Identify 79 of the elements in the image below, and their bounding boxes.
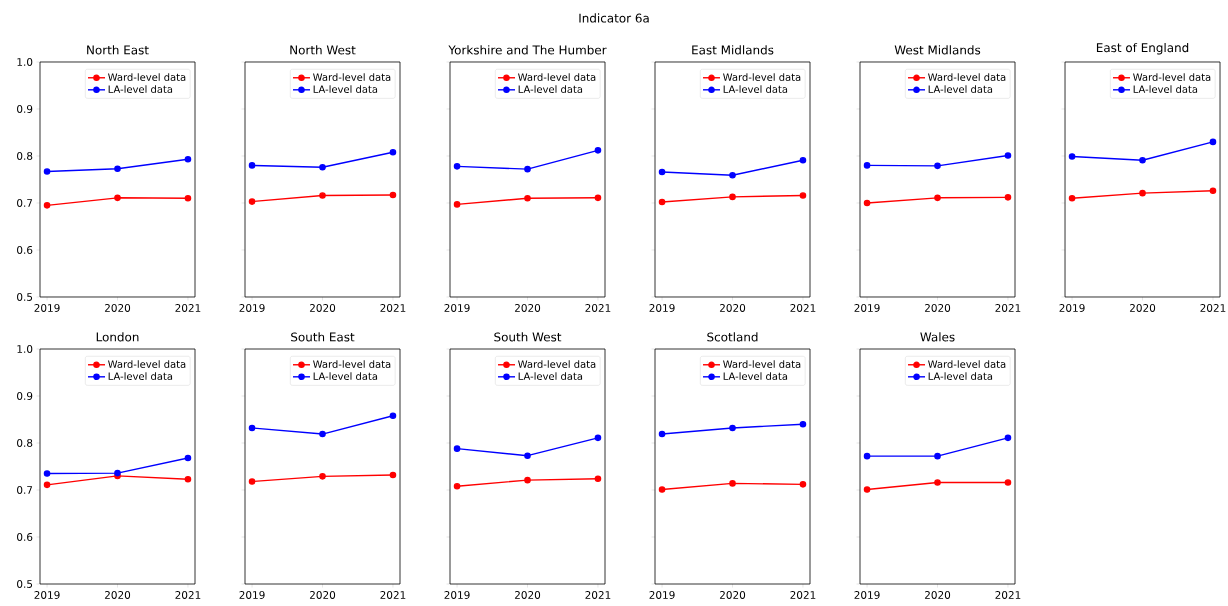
x-tick-label: 2019	[34, 591, 60, 599]
legend-label: LA-level data	[518, 372, 583, 380]
legend-label: LA-level data	[723, 85, 788, 93]
chart-title: North East	[87, 45, 149, 55]
legend-label: Ward-level data	[313, 360, 391, 368]
chart-title: Yorkshire and The Humber	[448, 45, 607, 55]
x-tick-label: 2020	[924, 591, 951, 599]
legend-label: Ward-level data	[518, 73, 596, 81]
chart-title: East Midlands	[692, 45, 774, 55]
x-tick-label: 2020	[719, 304, 746, 312]
x-tick-label: 2019	[239, 304, 265, 312]
x-tick-label: 2020	[1129, 304, 1156, 312]
y-tick-label: 0.7	[17, 199, 33, 207]
x-tick-label: 2021	[995, 304, 1021, 312]
chart-title: East of England	[1096, 42, 1189, 55]
legend-label: LA-level data	[723, 372, 788, 380]
legend-label: LA-level data	[108, 85, 173, 93]
x-tick-label: 2020	[309, 304, 336, 312]
x-tick-label: 2020	[514, 591, 541, 599]
legend-label: LA-level data	[313, 85, 378, 93]
x-tick-label: 2019	[854, 304, 880, 312]
x-tick-label: 2019	[444, 591, 470, 599]
text: Indicator 6a	[579, 13, 649, 23]
x-tick-label: 2021	[790, 591, 816, 599]
legend-label: LA-level data	[928, 85, 993, 93]
y-tick-label: 0.9	[17, 392, 33, 400]
legend-label: Ward-level data	[723, 73, 801, 81]
chart-title: South East	[291, 332, 355, 342]
x-tick-label: 2019	[649, 591, 675, 599]
y-tick-label: 1.0	[17, 345, 33, 353]
y-tick-label: 1.0	[17, 58, 33, 66]
y-tick-label: 0.5	[17, 580, 33, 588]
legend-label: Ward-level data	[108, 73, 186, 81]
y-tick-label: 0.9	[17, 105, 33, 113]
x-tick-label: 2020	[719, 591, 746, 599]
y-tick-label: 0.8	[17, 439, 33, 447]
chart-title: West Midlands	[894, 45, 981, 55]
x-tick-label: 2019	[239, 591, 265, 599]
x-tick-label: 2019	[34, 304, 60, 312]
legend-label: Ward-level data	[723, 360, 801, 368]
x-tick-label: 2019	[854, 591, 880, 599]
legend-label: LA-level data	[313, 372, 378, 380]
x-tick-label: 2021	[380, 591, 406, 599]
x-tick-label: 2020	[309, 591, 336, 599]
x-tick-label: 2020	[104, 591, 131, 599]
x-tick-label: 2021	[585, 591, 611, 599]
chart-title: London	[96, 332, 139, 342]
x-tick-label: 2021	[380, 304, 406, 312]
legend-label: Ward-level data	[518, 360, 596, 368]
y-tick-label: 0.8	[17, 152, 33, 160]
chart-title: South West	[494, 332, 562, 342]
y-tick-label: 0.5	[17, 293, 33, 301]
x-tick-label: 2020	[514, 304, 541, 312]
x-tick-label: 2019	[1059, 304, 1085, 312]
x-tick-label: 2019	[649, 304, 675, 312]
y-tick-label: 0.7	[17, 486, 33, 494]
x-tick-label: 2020	[924, 304, 951, 312]
legend-label: LA-level data	[108, 372, 173, 380]
legend-label: Ward-level data	[928, 73, 1006, 81]
y-tick-label: 0.6	[17, 533, 33, 541]
y-tick-label: 0.6	[17, 246, 33, 254]
legend-label: Ward-level data	[108, 360, 186, 368]
legend-label: LA-level data	[928, 372, 993, 380]
x-tick-label: 2021	[175, 591, 201, 599]
chart-title: Wales	[920, 332, 955, 342]
legend-label: LA-level data	[518, 85, 583, 93]
legend-label: Ward-level data	[313, 73, 391, 81]
chart-title: Scotland	[707, 332, 758, 342]
legend-label: Ward-level data	[928, 360, 1006, 368]
x-tick-label: 2021	[790, 304, 816, 312]
x-tick-label: 2021	[995, 591, 1021, 599]
x-tick-label: 2021	[1200, 304, 1226, 312]
x-tick-label: 2020	[104, 304, 131, 312]
chart-title: North West	[290, 45, 356, 55]
legend-label: Ward-level data	[1133, 73, 1211, 81]
x-tick-label: 2021	[175, 304, 201, 312]
x-tick-label: 2019	[444, 304, 470, 312]
x-tick-label: 2021	[585, 304, 611, 312]
legend-label: LA-level data	[1133, 85, 1198, 93]
